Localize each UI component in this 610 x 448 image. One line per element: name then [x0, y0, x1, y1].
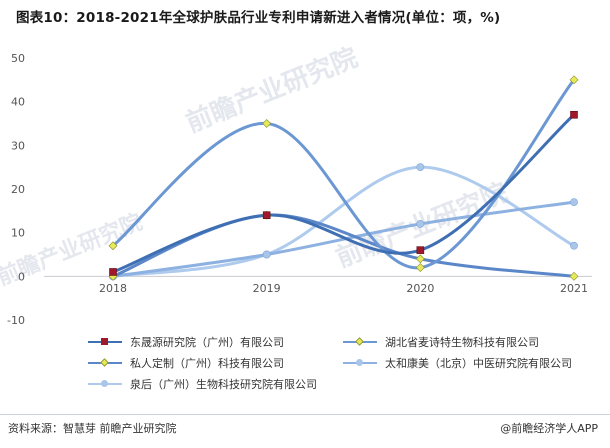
data-point-s3-2021 [569, 271, 579, 281]
legend-item-5: 泉后（广州）生物科技研究院有限公司 [88, 376, 317, 392]
data-point-s1-2021 [570, 110, 578, 119]
data-point-s4-2021 [570, 198, 578, 206]
series-layer [111, 78, 576, 278]
data-point-s2-2020 [415, 263, 425, 273]
data-point-s5-2020 [416, 163, 425, 172]
y-tick-label: 10 [11, 227, 25, 240]
data-point-s2-2019 [262, 119, 272, 128]
data-point-s5-2021 [570, 241, 578, 250]
data-point-s2-2021 [569, 75, 579, 85]
legend-swatch [343, 357, 377, 369]
legend-swatch [88, 357, 122, 369]
legend-item-1: 东晟源研究院（广州）有限公司 [88, 334, 284, 350]
legend-label: 私人定制（广州）科技有限公司 [130, 357, 284, 370]
source-note: 资料来源：智慧芽 前瞻产业研究院 [8, 422, 177, 435]
legend-label: 泉后（广州）生物科技研究院有限公司 [130, 378, 317, 391]
legend-swatch [343, 336, 377, 348]
y-tick-label: 50 [11, 52, 25, 65]
data-point-s1-2020 [416, 246, 425, 254]
marker-layer [108, 75, 579, 281]
chart-title: 图表10：2018-2021年全球护肤品行业专利申请新进入者情况(单位：项，%) [16, 10, 501, 26]
legend-swatch [88, 336, 122, 348]
series-line-5 [111, 165, 576, 278]
data-point-s4-2019 [262, 250, 271, 259]
data-point-s1-2019 [262, 211, 271, 219]
y-tick-label: 0 [18, 270, 25, 283]
x-tick-label: 2021 [560, 282, 588, 295]
line-chart: -10 0 10 20 30 40 50 2018 2019 2020 2021 [7, 52, 592, 327]
x-tick-label: 2018 [99, 282, 127, 295]
series-line-2 [111, 78, 576, 270]
axes: -10 0 10 20 30 40 50 2018 2019 2020 2021 [7, 52, 592, 327]
series-line-3 [111, 213, 576, 278]
data-point-s2-2018 [108, 241, 118, 251]
legend-item-4: 太和康美（北京）中医研究院有限公司 [343, 355, 572, 371]
x-tick-label: 2020 [406, 282, 434, 295]
data-point-s1-2018 [109, 268, 117, 276]
footer-divider [0, 414, 610, 415]
series-line-4 [111, 200, 576, 278]
series-line-1 [111, 113, 576, 274]
legend-item-2: 湖北省麦诗特生物科技有限公司 [343, 334, 539, 350]
data-point-s3-2020 [415, 254, 425, 264]
x-tick-label: 2019 [253, 282, 281, 295]
y-tick-label: 20 [11, 183, 25, 196]
y-tick-label: 40 [11, 96, 25, 109]
legend-label: 太和康美（北京）中医研究院有限公司 [385, 357, 572, 370]
data-point-s4-2020 [416, 220, 425, 228]
legend-swatch [88, 378, 122, 390]
legend-label: 东晟源研究院（广州）有限公司 [130, 336, 284, 349]
y-tick-label: 30 [11, 139, 25, 152]
brand-label: @前瞻经济学人APP [500, 422, 598, 435]
legend-label: 湖北省麦诗特生物科技有限公司 [385, 336, 539, 349]
legend-item-3: 私人定制（广州）科技有限公司 [88, 355, 284, 371]
y-tick-label: -10 [7, 314, 25, 327]
